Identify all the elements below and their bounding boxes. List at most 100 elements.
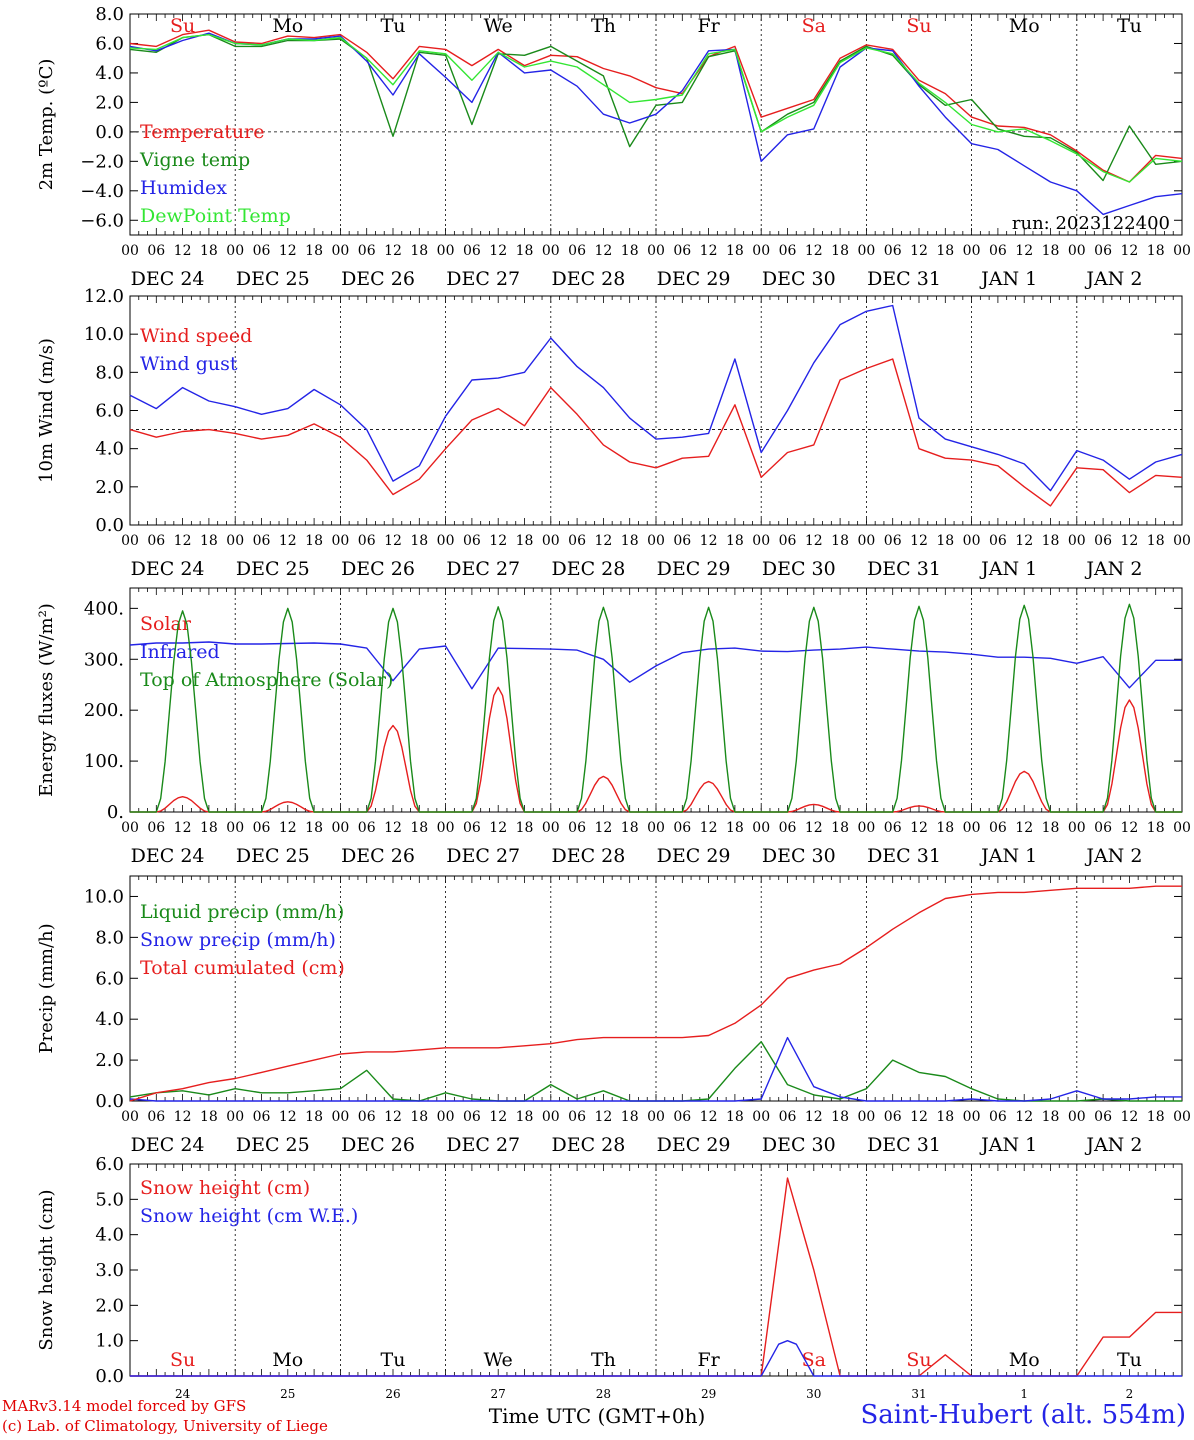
panel-3-hour-label: 00 — [647, 1109, 665, 1125]
panel-0-day-label: DEC 24 — [131, 268, 205, 290]
panel-0-day-label: JAN 1 — [979, 268, 1037, 290]
panel-0-day-label: DEC 30 — [762, 268, 836, 290]
panel-1-hour-label: 12 — [384, 533, 402, 549]
panel-1-hour-label: 12 — [805, 533, 823, 549]
panel-2-hour-label: 12 — [700, 820, 718, 836]
panel-1-ytick-label: 4.0 — [95, 439, 124, 460]
bottom-day-number: 25 — [280, 1387, 295, 1401]
panel-1-hour-label: 18 — [305, 533, 323, 549]
weekday-label: Mo — [272, 15, 303, 37]
panel-0-ytick-label: 0.0 — [95, 122, 124, 143]
panel-3-day-label: DEC 26 — [341, 1134, 415, 1156]
panel-0-day-label: DEC 26 — [341, 268, 415, 290]
panel-2-hour-label: 18 — [1147, 820, 1165, 836]
weekday-label: Su — [170, 1349, 195, 1371]
panel-3-hour-label: 12 — [1120, 1109, 1138, 1125]
panel-2-hour-label: 00 — [647, 820, 665, 836]
panel-4-series-line — [130, 1340, 1182, 1377]
panel-1-hour-label: 00 — [647, 533, 665, 549]
panel-2-hour-label: 06 — [989, 820, 1007, 836]
panel-2-hour-label: 00 — [121, 820, 139, 836]
weekday-label: Tu — [381, 15, 406, 37]
panel-0-hour-label: 00 — [331, 243, 349, 259]
panel-1-hour-label: 00 — [542, 533, 560, 549]
panel-4-ytick-label: 5.0 — [95, 1189, 124, 1210]
panel-2-day-label: DEC 24 — [131, 845, 205, 867]
panel-2-hour-label: 06 — [253, 820, 271, 836]
panel-2-legend-entry: Solar — [140, 613, 192, 635]
panel-0-hour-label: 06 — [779, 243, 797, 259]
bottom-day-number: 31 — [911, 1387, 926, 1401]
panel-1-hour-label: 06 — [779, 533, 797, 549]
panel-2-hour-label: 18 — [305, 820, 323, 836]
panel-2-hour-label: 18 — [516, 820, 534, 836]
panel-3-day-label: DEC 28 — [551, 1134, 625, 1156]
panel-4-ytick-label: 4.0 — [95, 1225, 124, 1246]
panel-1-hour-label: 12 — [279, 533, 297, 549]
panel-0-hour-label: 12 — [594, 243, 612, 259]
weekday-label: Th — [591, 15, 616, 37]
panel-0-day-label: DEC 31 — [867, 268, 941, 290]
panel-3-hour-label: 12 — [594, 1109, 612, 1125]
panel-0-hour-label: 12 — [805, 243, 823, 259]
panel-2-hour-label: 06 — [884, 820, 902, 836]
panel-1-hour-label: 18 — [200, 533, 218, 549]
panel-2-hour-label: 12 — [1015, 820, 1033, 836]
bottom-day-number: 29 — [701, 1387, 716, 1401]
panel-1-day-label: JAN 1 — [979, 558, 1037, 580]
panel-2-series-line — [130, 603, 1182, 813]
panel-1-hour-label: 00 — [226, 533, 244, 549]
panel-3-hour-label: 00 — [1068, 1109, 1086, 1125]
weekday-label: Tu — [381, 1349, 406, 1371]
panel-3-hour-label: 18 — [200, 1109, 218, 1125]
panel-0-legend-entry: Humidex — [140, 177, 227, 199]
panel-1-frame — [129, 295, 1183, 526]
panel-3-hour-label: 06 — [989, 1109, 1007, 1125]
panel-1-hour-label: 12 — [910, 533, 928, 549]
panel-2-hour-label: 00 — [542, 820, 560, 836]
panel-4-ytick-label: 6.0 — [95, 1154, 124, 1175]
panel-3-hour-label: 18 — [305, 1109, 323, 1125]
panel-1-ytick-label: 12.0 — [84, 286, 124, 307]
panel-1-hour-label: 00 — [752, 533, 770, 549]
panel-1-day-label: DEC 29 — [657, 558, 731, 580]
panel-0-hour-label: 00 — [226, 243, 244, 259]
panel-1-hour-label: 12 — [174, 533, 192, 549]
panel-2-day-label: JAN 2 — [1084, 845, 1142, 867]
panel-2-day-label: JAN 1 — [979, 845, 1037, 867]
panel-0-hour-label: 00 — [752, 243, 770, 259]
panel-1-day-label: DEC 31 — [867, 558, 941, 580]
panel-1-hour-label: 12 — [594, 533, 612, 549]
panel-3-ytick-label: 0.0 — [95, 1091, 124, 1112]
panel-0-ytick-label: −2.0 — [80, 151, 124, 172]
panel-2-hour-label: 18 — [410, 820, 428, 836]
weekday-label: Fr — [697, 15, 720, 37]
panel-1-hour-label: 12 — [1120, 533, 1138, 549]
bottom-day-number: 28 — [596, 1387, 611, 1401]
panel-2-hour-label: 00 — [331, 820, 349, 836]
panel-2-day-label: DEC 29 — [657, 845, 731, 867]
panel-1-hour-label: 00 — [437, 533, 455, 549]
panel-2-hour-label: 12 — [594, 820, 612, 836]
panel-3-hour-label: 18 — [726, 1109, 744, 1125]
weekday-label: Tu — [1117, 15, 1142, 37]
panel-3-hour-label: 06 — [779, 1109, 797, 1125]
panel-0-series-line — [129, 32, 1183, 216]
panel-2-hour-label: 06 — [673, 820, 691, 836]
panel-1-legend-entry: Wind gust — [140, 353, 238, 375]
panel-2-day-label: DEC 26 — [341, 845, 415, 867]
panel-2-day-label: DEC 28 — [551, 845, 625, 867]
panel-1-ytick-label: 10.0 — [84, 324, 124, 345]
panel-0-hour-label: 06 — [147, 243, 165, 259]
panel-3-hour-label: 00 — [226, 1109, 244, 1125]
panel-3-hour-label: 12 — [174, 1109, 192, 1125]
panel-1-hour-label: 06 — [253, 533, 271, 549]
panel-1-hour-label: 06 — [673, 533, 691, 549]
panel-0-hour-label: 00 — [963, 243, 981, 259]
bottom-day-number: 1 — [1020, 1387, 1028, 1401]
panel-2-series-line — [129, 641, 1182, 690]
panel-4-ytick-label: 0.0 — [95, 1366, 124, 1387]
panel-0-hour-label: 18 — [516, 243, 534, 259]
panel-1-hour-label: 06 — [989, 533, 1007, 549]
panel-0-day-label: DEC 25 — [236, 268, 310, 290]
